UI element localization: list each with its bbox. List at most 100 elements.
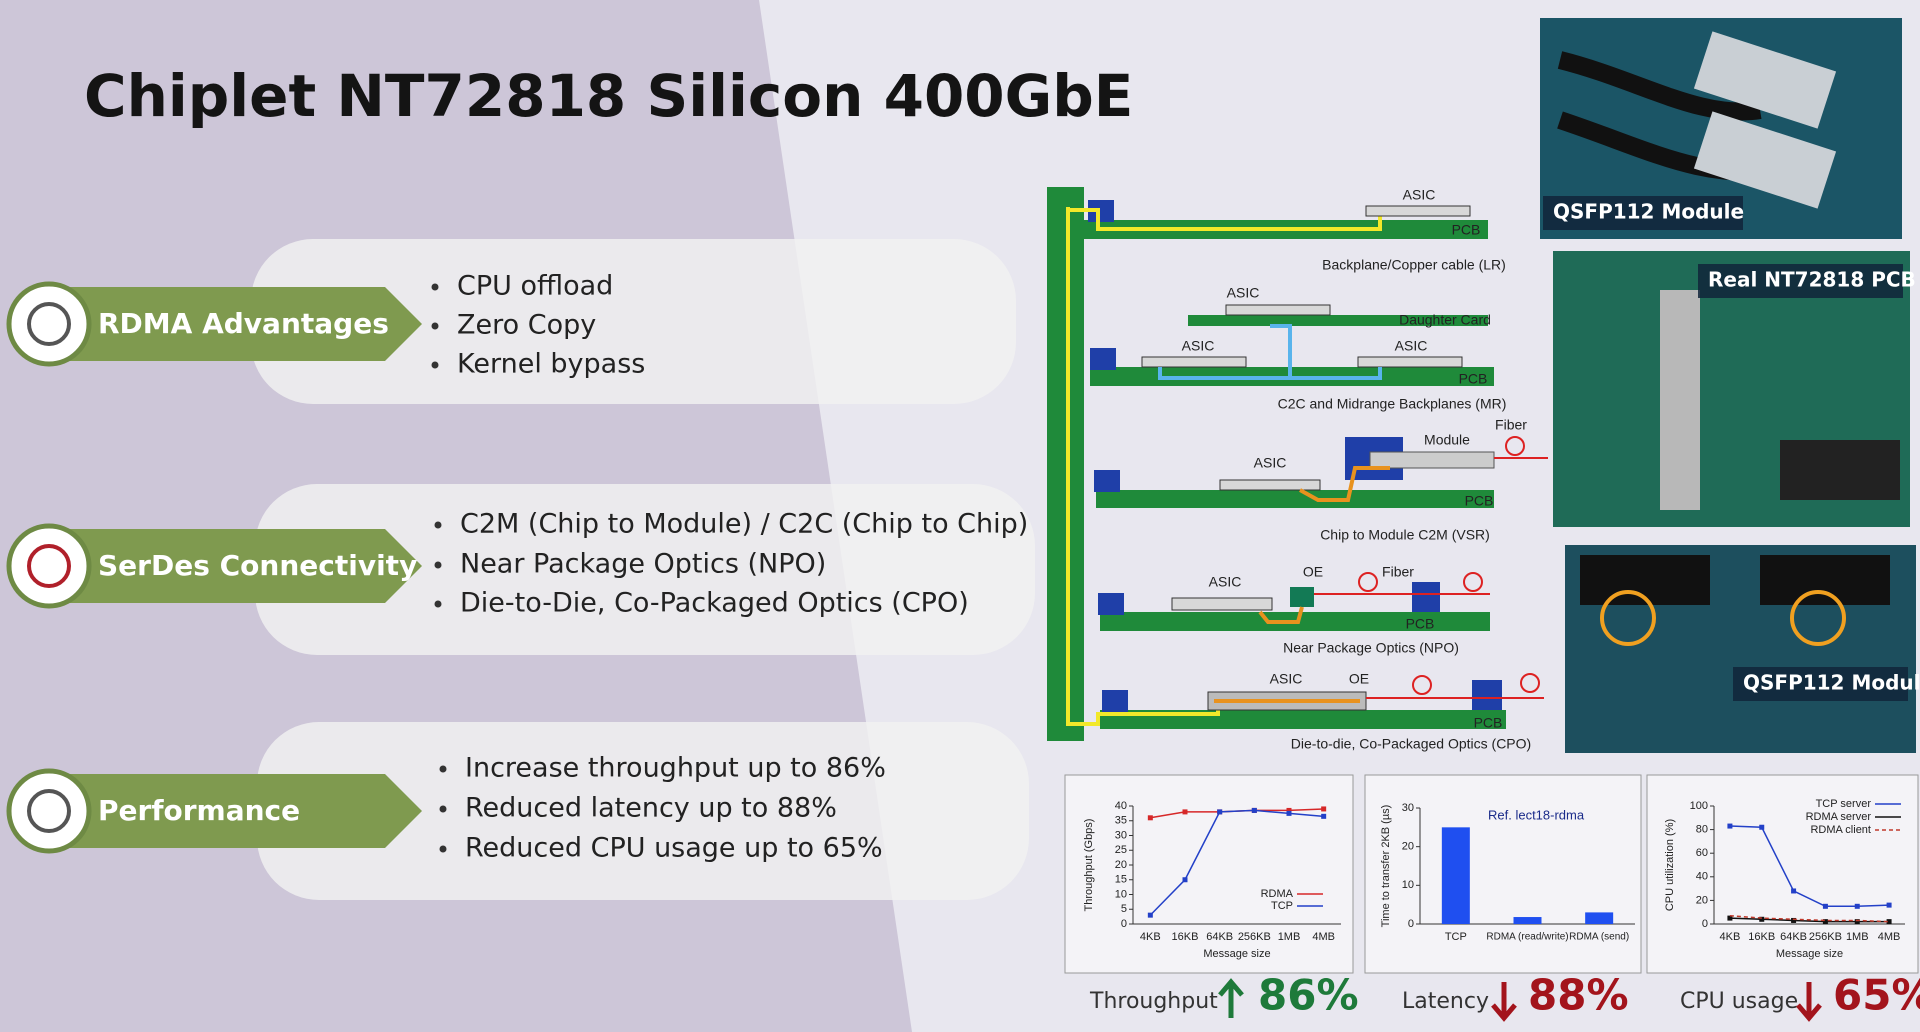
y-axis-label: CPU utilization (%) <box>1664 819 1676 911</box>
y-tick-label: 25 <box>1115 844 1127 856</box>
bullet-text: CPU offload <box>457 271 613 302</box>
x-tick-label: 64KB <box>1206 931 1233 943</box>
photo-highlight <box>1600 590 1656 646</box>
section-icon-glyph <box>27 302 71 346</box>
diagram-label: C2C and Midrange Backplanes (MR) <box>1278 396 1507 412</box>
x-tick-label: 4MB <box>1312 931 1335 943</box>
point <box>1727 823 1733 829</box>
line <box>1729 914 1890 923</box>
diagram-label: ASIC <box>1209 574 1242 590</box>
diagram-label: ASIC <box>1270 671 1303 687</box>
y-tick-label: 60 <box>1696 847 1708 859</box>
point <box>1321 813 1327 819</box>
bullet <box>434 521 442 529</box>
photo-detail <box>1780 440 1900 500</box>
y-tick-label: 20 <box>1696 894 1708 906</box>
legend-label: RDMA client <box>1810 824 1871 836</box>
asic <box>1357 356 1463 368</box>
section-icon <box>6 768 92 854</box>
summary-label: Throughput <box>1089 989 1218 1014</box>
point <box>1886 919 1892 925</box>
legend-label: TCP server <box>1816 798 1872 810</box>
chart-frame <box>1646 774 1919 974</box>
line <box>1149 809 1324 916</box>
daughter-card <box>1188 315 1488 326</box>
y-tick-label: 0 <box>1408 918 1414 930</box>
fiber-loop <box>1520 673 1540 693</box>
summary-label: CPU usage <box>1680 989 1798 1014</box>
pcb-board <box>1096 490 1494 508</box>
diagram-label: ASIC <box>1254 455 1287 471</box>
photo-detail <box>1760 555 1890 605</box>
bullet-text: Near Package Optics (NPO) <box>460 549 826 580</box>
y-tick-label: 30 <box>1115 829 1127 841</box>
trace <box>1068 208 1382 231</box>
photo-label: QSFP112 Module <box>1743 671 1920 695</box>
x-tick-label: RDMA (read/write) <box>1486 932 1568 943</box>
y-tick-label: 15 <box>1115 874 1127 886</box>
diagram-label: Chip to Module C2M (VSR) <box>1320 527 1490 543</box>
point <box>1147 815 1153 821</box>
x-tick-label: 256KB <box>1238 931 1271 943</box>
bar <box>1513 917 1542 924</box>
x-axis-label: Message size <box>1203 948 1270 960</box>
diagram-label: ASIC <box>1395 338 1428 354</box>
x-tick-label: TCP <box>1445 931 1467 943</box>
x-tick-label: 4MB <box>1878 931 1901 943</box>
bullet <box>439 805 447 813</box>
section-box <box>257 722 1029 900</box>
bullet <box>431 361 439 369</box>
y-tick-label: 40 <box>1696 871 1708 883</box>
bullet-text: C2M (Chip to Module) / C2C (Chip to Chip… <box>460 509 1028 540</box>
section-label: Performance <box>98 794 300 827</box>
y-tick-label: 80 <box>1696 824 1708 836</box>
diagram-label: Fiber <box>1495 417 1527 433</box>
y-tick-label: 0 <box>1702 918 1708 930</box>
section-box <box>255 484 1035 655</box>
section-label: SerDes Connectivity <box>98 549 417 582</box>
photo-highlight <box>1790 590 1846 646</box>
summary-arrow <box>1218 978 1244 1018</box>
y-axis-label: Time to transfer 2KB (µs) <box>1380 805 1392 928</box>
photo-detail <box>1693 31 1837 129</box>
section-label: RDMA Advantages <box>98 307 389 340</box>
oe <box>1290 587 1314 607</box>
section-arrow <box>40 529 422 603</box>
section-icon-glyph <box>27 789 71 833</box>
bar <box>1441 827 1470 924</box>
backplane <box>1047 187 1084 741</box>
x-tick-label: 4KB <box>1140 931 1161 943</box>
y-tick-label: 35 <box>1115 815 1127 827</box>
asic <box>1171 597 1273 611</box>
bullet <box>434 600 442 608</box>
point <box>1147 912 1153 918</box>
connector <box>1412 582 1440 612</box>
y-tick-label: 20 <box>1115 859 1127 871</box>
connector <box>1094 470 1120 492</box>
point <box>1182 877 1188 883</box>
point <box>1822 919 1828 925</box>
point <box>1251 807 1257 813</box>
diagram-label: ASIC <box>1403 187 1436 203</box>
y-axis-label: Throughput (Gbps) <box>1083 819 1095 912</box>
diagram-label: Backplane/Copper cable (LR) <box>1322 257 1506 273</box>
diagram-label: PCB <box>1452 222 1481 238</box>
summary-arrow <box>1796 982 1822 1022</box>
bullet <box>439 845 447 853</box>
point <box>1286 807 1292 813</box>
photo-label: Real NT72818 PCB <box>1708 268 1916 292</box>
line <box>1729 825 1890 908</box>
photo-label-bg <box>1733 667 1908 701</box>
point <box>1217 809 1223 815</box>
bullet-text: Kernel bypass <box>457 349 645 380</box>
point <box>1854 919 1860 925</box>
trace <box>1299 466 1390 502</box>
diagram-label: Near Package Optics (NPO) <box>1283 640 1459 656</box>
bullet-text: Reduced CPU usage up to 65% <box>465 833 883 864</box>
legend-label: TCP <box>1271 900 1293 912</box>
point <box>1854 903 1860 909</box>
point <box>1727 915 1733 921</box>
fiber-loop <box>1463 572 1483 592</box>
summary-value: 86% <box>1258 971 1359 1020</box>
